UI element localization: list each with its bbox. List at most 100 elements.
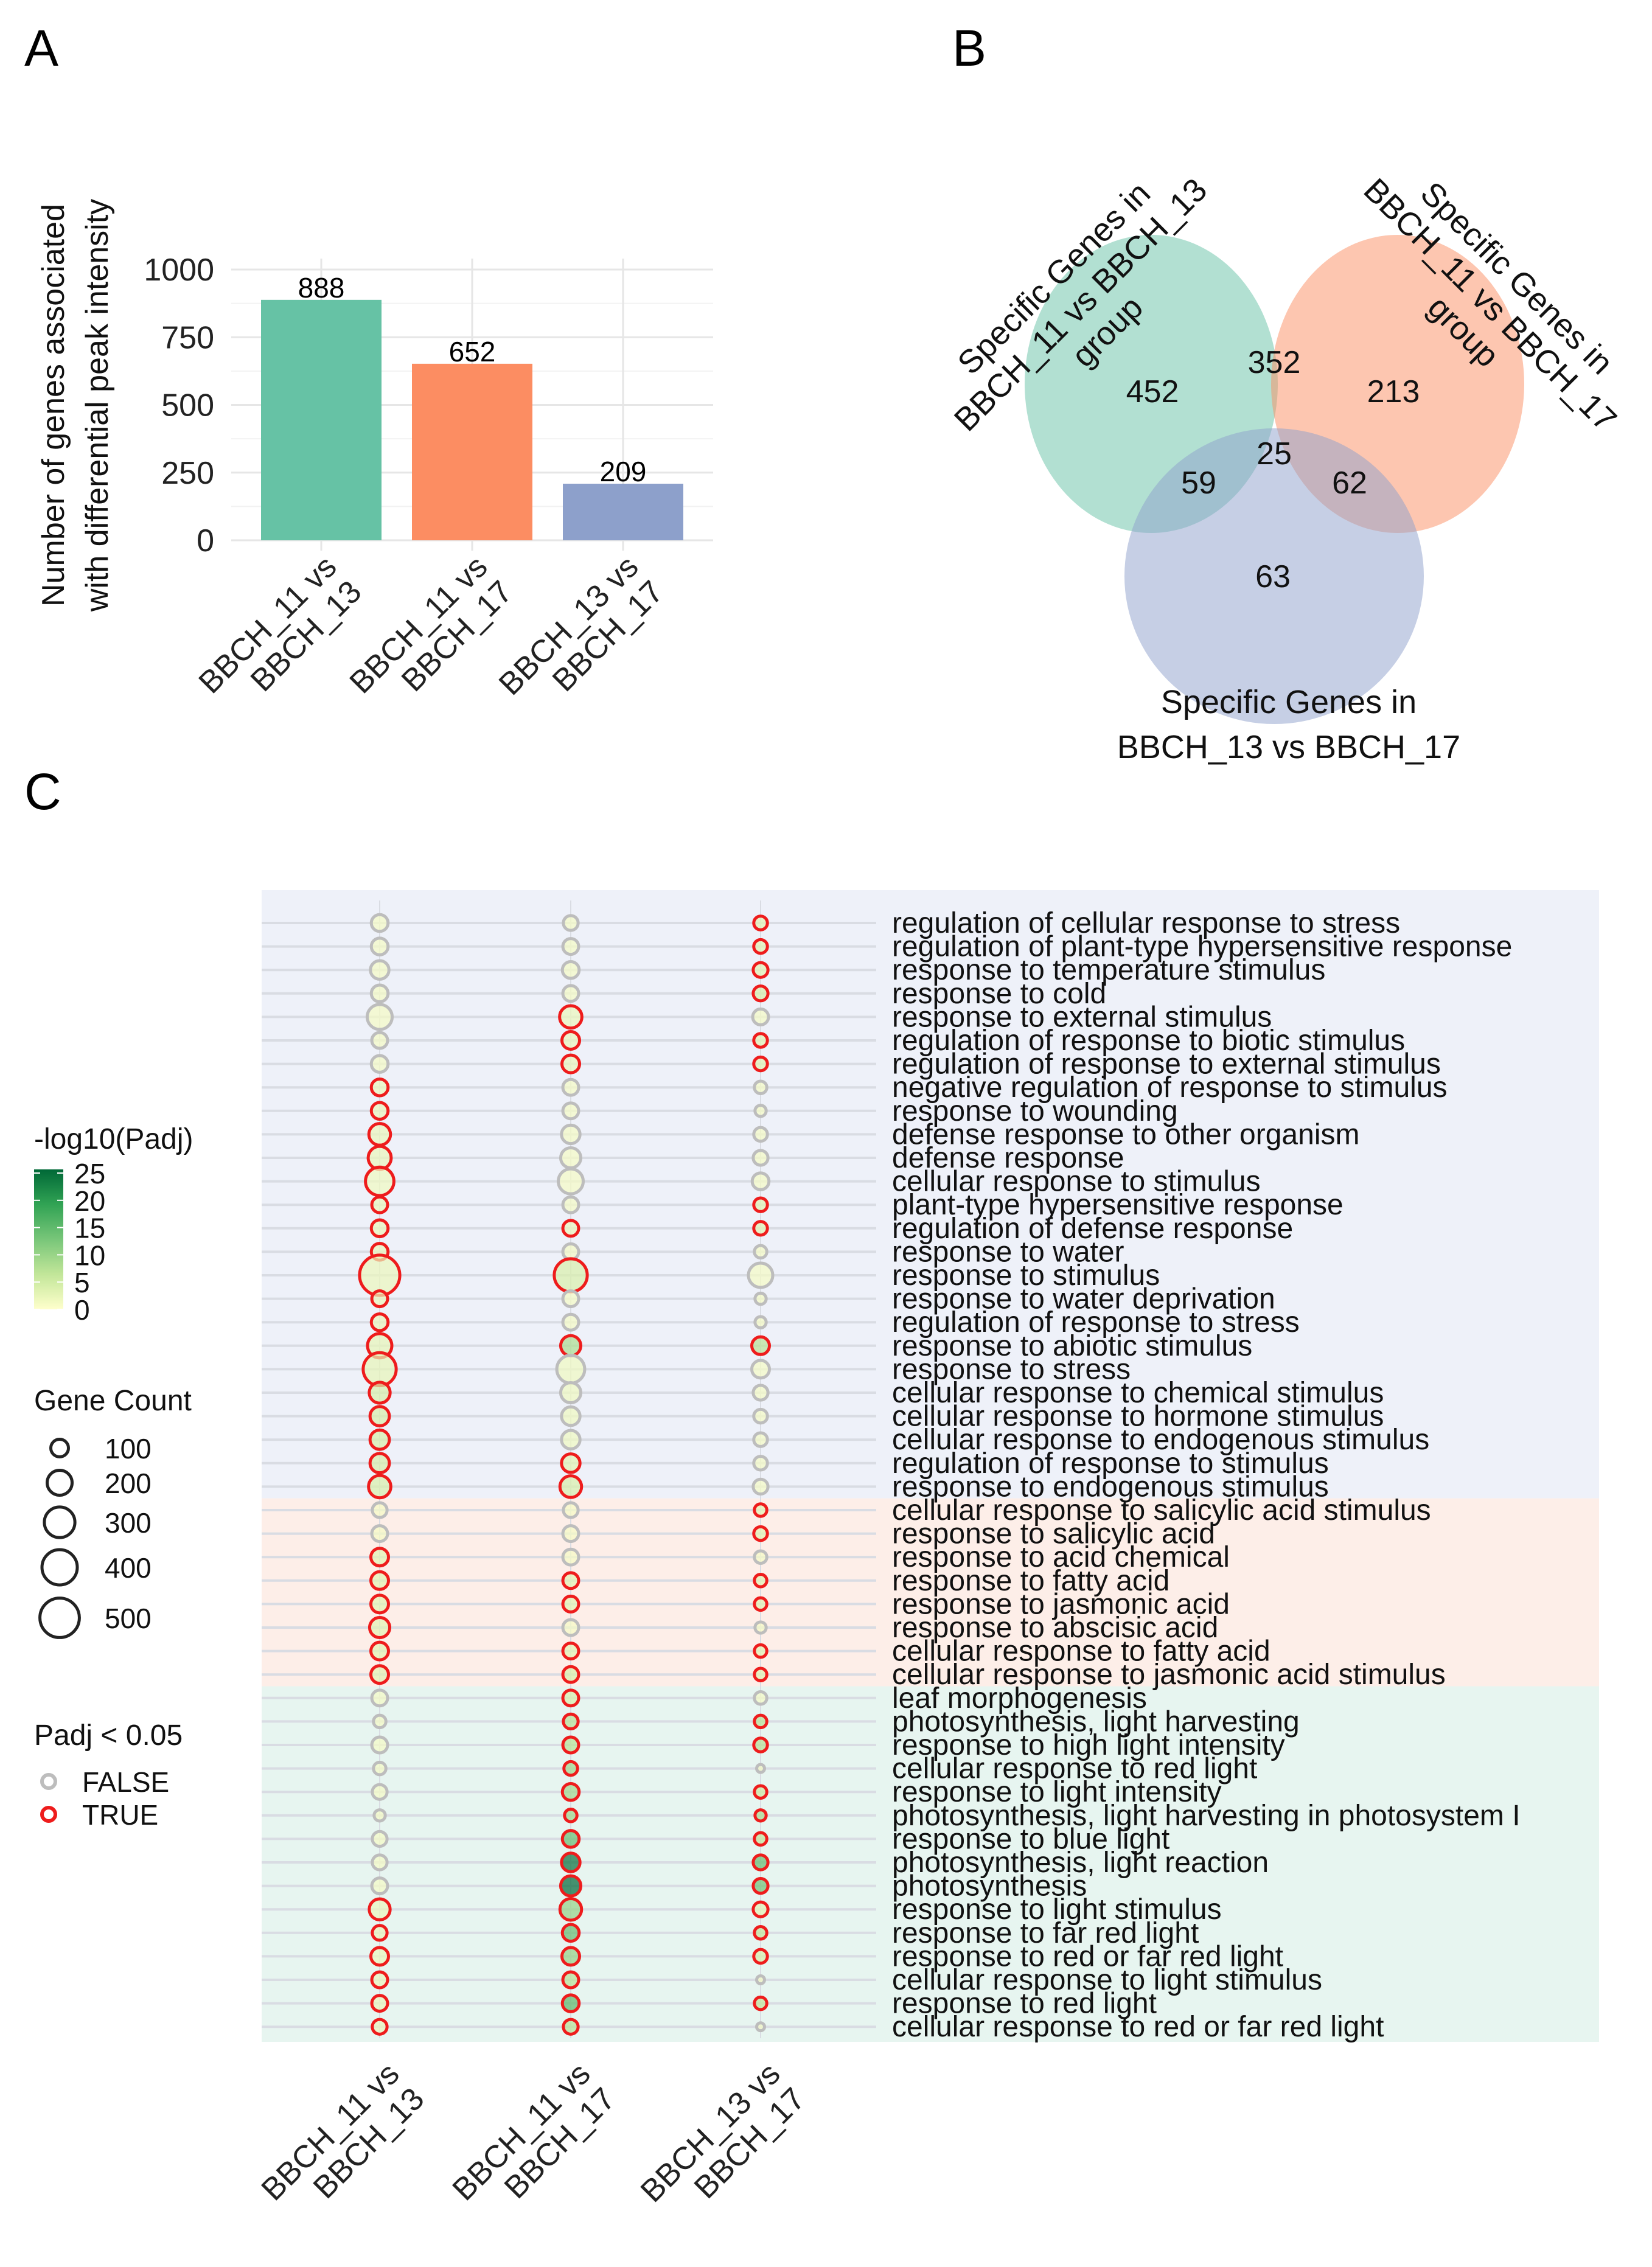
enrichment-dot	[560, 1452, 582, 1474]
go-term-label: response to stress	[892, 1353, 1131, 1385]
enrichment-dot	[752, 1055, 769, 1073]
go-term-label: regulation of response to stress	[892, 1306, 1300, 1339]
venn-set-label: Specific Genes in BBCH_13 vs BBCH_17	[1117, 684, 1460, 765]
enrichment-dot	[752, 914, 769, 932]
venn-set-circle	[1124, 428, 1424, 724]
term-group-background	[262, 890, 1599, 1499]
go-term-label: cellular response to hormone stimulus	[892, 1401, 1384, 1433]
panel-a-letter: A	[24, 19, 58, 77]
size-legend-label: 100	[105, 1433, 152, 1464]
enrichment-dot	[559, 1146, 583, 1170]
go-term-label: cellular response to fatty acid	[892, 1635, 1270, 1668]
enrichment-dot	[752, 938, 769, 955]
go-term-label: response to light stimulus	[892, 1893, 1222, 1926]
enrichment-dot	[753, 1244, 768, 1260]
enrichment-dot	[371, 1924, 389, 1942]
enrichment-dot	[750, 1335, 771, 1356]
venn-region-count: 59	[1181, 465, 1216, 501]
bar-value-label: 888	[298, 272, 345, 304]
color-tick-label: 0	[74, 1294, 90, 1326]
go-term-label: cellular response to light stimulus	[892, 1964, 1322, 1996]
go-term-label: cellular response to stimulus	[892, 1166, 1261, 1198]
go-term-label: regulation of cellular response to stres…	[892, 907, 1400, 939]
sig-legend-title: Padj < 0.05	[34, 1719, 183, 1752]
enrichment-dot	[372, 1808, 387, 1823]
x-tick-label: BBCH_11 vsBBCH_17	[343, 549, 520, 725]
enrichment-dot	[369, 936, 390, 956]
x-tick-label: BBCH_11 vsBBCH_13	[192, 549, 369, 725]
sig-true-label: TRUE	[82, 1799, 158, 1831]
column-label: BBCH_11 vsBBCH_13	[255, 2056, 431, 2232]
enrichment-dot	[561, 1219, 580, 1238]
enrichment-dot	[369, 1218, 390, 1239]
enrichment-dot	[560, 1429, 582, 1450]
size-legend-label: 200	[105, 1468, 152, 1499]
enrichment-dot	[370, 1994, 389, 2013]
enrichment-dot	[561, 1594, 580, 1614]
go-dot-plot: regulation of cellular response to stres…	[255, 890, 1599, 2232]
enrichment-dot	[752, 1407, 769, 1425]
color-tick-label: 20	[74, 1185, 105, 1217]
enrichment-dot	[369, 1077, 390, 1098]
enrichment-dot	[747, 1261, 775, 1289]
enrichment-dot	[369, 983, 390, 1004]
enrichment-dot	[561, 1195, 580, 1214]
enrichment-dot	[559, 1874, 583, 1898]
enrichment-dot	[751, 1007, 770, 1026]
enrichment-dot	[370, 1735, 389, 1755]
enrichment-dot	[365, 1003, 394, 1031]
column-label: BBCH_11 vsBBCH_17	[446, 2056, 622, 2232]
size-legend-label: 500	[105, 1603, 152, 1634]
enrichment-dot	[753, 1573, 768, 1589]
enrichment-dot	[370, 1688, 389, 1708]
color-tick-label: 25	[74, 1158, 105, 1189]
enrichment-dot	[753, 1502, 768, 1518]
go-term-label: response to jasmonic acid	[892, 1588, 1230, 1620]
enrichment-dot	[371, 2018, 389, 2036]
enrichment-dot	[753, 1291, 768, 1306]
enrichment-dot	[372, 1760, 388, 1777]
enrichment-dot	[371, 1783, 389, 1801]
go-term-label: cellular response to red or far red ligh…	[892, 2011, 1384, 2043]
enrichment-dot	[368, 1615, 392, 1640]
enrichment-dot	[561, 1078, 580, 1097]
enrichment-dot	[753, 1549, 768, 1565]
enrichment-dot	[561, 1312, 580, 1332]
enrichment-dot	[552, 1257, 589, 1294]
color-bar	[34, 1169, 63, 1309]
go-term-label: response to water deprivation	[892, 1283, 1275, 1315]
enrichment-dot	[369, 1664, 390, 1685]
enrichment-dot	[561, 1618, 580, 1637]
enrichment-dot	[561, 1665, 580, 1684]
enrichment-dot	[558, 1004, 584, 1030]
enrichment-dot	[561, 1571, 580, 1590]
go-term-label: response to acid chemical	[892, 1541, 1230, 1573]
venn-region-count: 25	[1256, 436, 1292, 472]
enrichment-dot	[372, 1713, 388, 1730]
enrichment-dot	[558, 1896, 584, 1922]
go-term-label: cellular response to jasmonic acid stimu…	[892, 1659, 1446, 1691]
panel-c-letter: C	[24, 763, 61, 820]
y-tick-label: 500	[161, 388, 214, 423]
venn-region-count: 352	[1248, 345, 1301, 380]
enrichment-dot	[368, 1428, 391, 1451]
enrichment-dot	[368, 1897, 392, 1921]
panel-b-letter: B	[952, 19, 986, 77]
enrichment-dot	[367, 1122, 392, 1147]
enrichment-dot	[371, 1853, 389, 1872]
enrichment-dot	[370, 1970, 389, 1990]
y-tick-label: 1000	[144, 252, 214, 288]
bar	[563, 483, 683, 540]
enrichment-dot	[752, 1736, 769, 1753]
enrichment-dot	[558, 1474, 584, 1499]
enrichment-dot	[370, 1031, 389, 1050]
enrichment-dot	[753, 1808, 768, 1823]
go-term-label: response to high light intensity	[892, 1729, 1285, 1761]
go-term-label: regulation of response to external stimu…	[892, 1048, 1441, 1081]
go-term-label: photosynthesis	[892, 1870, 1087, 1903]
enrichment-dot	[561, 1547, 580, 1567]
enrichment-dot	[751, 1149, 770, 1167]
size-legend-circle	[40, 1548, 79, 1587]
enrichment-dot	[560, 959, 581, 980]
size-legend-circle	[49, 1438, 70, 1458]
